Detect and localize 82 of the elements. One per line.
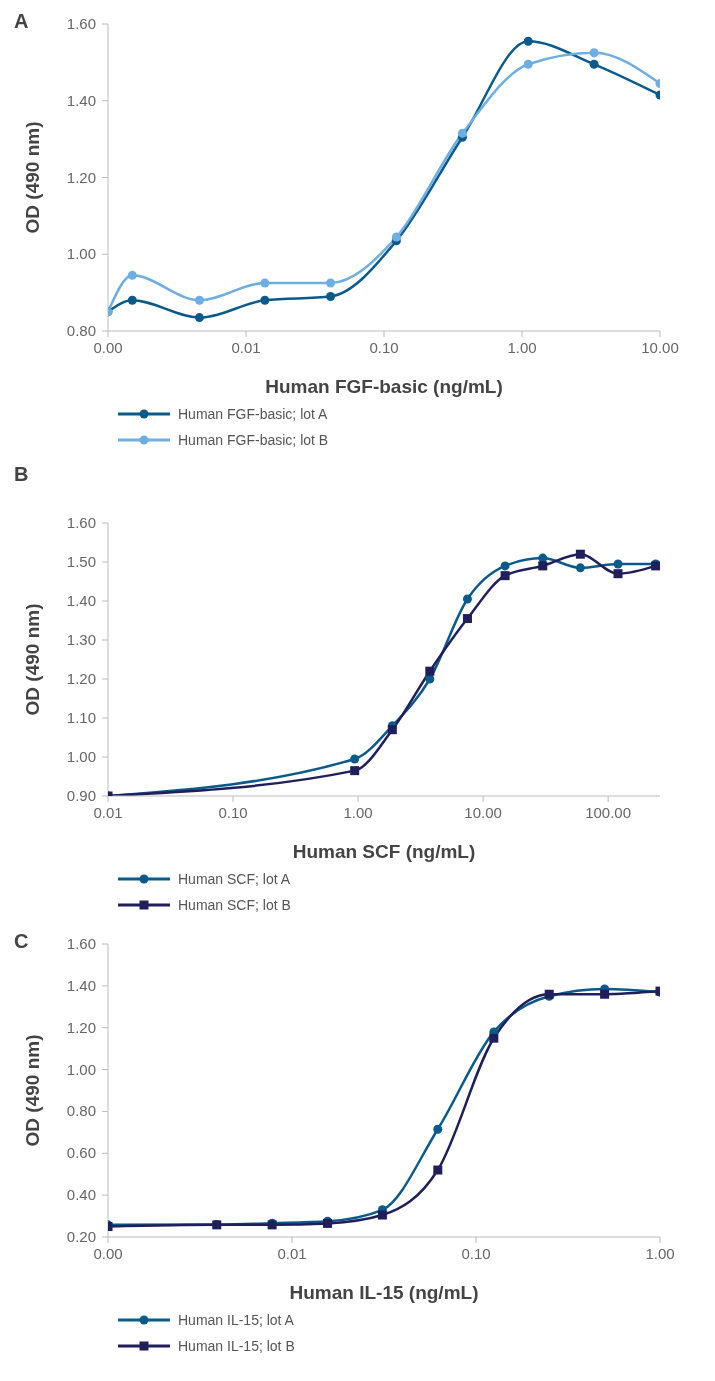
x-axis-title: Human FGF-basic (ng/mL)	[265, 376, 503, 397]
legend-label: Human IL-15; lot B	[178, 1338, 295, 1354]
chart-title: B	[14, 463, 29, 486]
point	[589, 48, 599, 58]
point	[457, 128, 467, 138]
legend-label: Human FGF-basic; lot A	[178, 406, 328, 422]
point	[425, 666, 435, 676]
y-tick-label: 1.10	[66, 709, 96, 726]
y-tick-label: 1.00	[66, 1060, 96, 1078]
y-tick-label: 1.50	[66, 553, 96, 570]
y-tick-label: 1.60	[66, 514, 96, 531]
y-tick-label: 1.00	[66, 245, 96, 263]
point	[387, 725, 397, 735]
point	[500, 571, 510, 581]
legend-label: Human FGF-basic; lot B	[178, 432, 329, 448]
x-axis-title: Human IL-15 (ng/mL)	[289, 1282, 479, 1303]
point	[127, 270, 137, 280]
point	[462, 614, 472, 624]
point	[589, 59, 599, 69]
y-tick-label: 0.80	[66, 1102, 96, 1120]
y-tick-label: 0.20	[66, 1228, 96, 1245]
point	[613, 559, 623, 569]
x-tick-label: 0.00	[93, 339, 123, 356]
y-tick-label: 0.60	[66, 1144, 96, 1162]
y-tick-label: 0.40	[66, 1186, 96, 1204]
point	[433, 1124, 443, 1134]
y-tick-label: 0.80	[66, 322, 96, 339]
chart-title: A	[14, 10, 29, 33]
point	[462, 594, 472, 604]
x-tick-label: 0.00	[93, 1245, 123, 1262]
point	[350, 754, 360, 764]
x-tick-label: 0.01	[93, 804, 123, 821]
point	[350, 766, 360, 776]
point	[260, 278, 270, 288]
point	[127, 295, 137, 305]
y-tick-label: 1.40	[66, 91, 96, 109]
y-axis-title: OD (490 nm)	[21, 1034, 43, 1147]
y-tick-label: 1.60	[66, 15, 96, 32]
x-tick-label: 0.10	[461, 1245, 491, 1262]
point	[260, 295, 270, 305]
point	[326, 291, 336, 301]
point	[538, 561, 548, 571]
y-tick-label: 1.20	[66, 168, 96, 186]
point	[523, 36, 533, 46]
point	[433, 1165, 443, 1175]
x-tick-label: 100.00	[585, 804, 632, 821]
point	[489, 1033, 499, 1043]
y-tick-label: 1.40	[66, 976, 96, 994]
x-tick-label: 0.01	[277, 1245, 307, 1262]
x-tick-label: 10.00	[464, 804, 502, 821]
point	[194, 295, 204, 305]
legend-label: Human SCF; lot B	[178, 897, 291, 913]
point	[391, 232, 401, 242]
y-tick-label: 1.20	[66, 1018, 96, 1036]
y-tick-label: 0.90	[66, 787, 96, 804]
legend-label: Human IL-15; lot A	[178, 1312, 294, 1328]
x-tick-label: 1.00	[507, 339, 537, 356]
point	[194, 313, 204, 323]
y-axis-title: OD (490 nm)	[21, 121, 43, 234]
point	[575, 549, 585, 559]
point	[326, 278, 336, 288]
y-tick-label: 1.30	[66, 631, 96, 648]
x-tick-label: 0.10	[369, 339, 399, 356]
x-tick-label: 0.10	[218, 804, 248, 821]
x-tick-label: 10.00	[641, 339, 679, 356]
y-tick-label: 1.00	[66, 748, 96, 765]
y-tick-label: 1.60	[66, 935, 96, 952]
point	[523, 59, 533, 69]
y-axis-title: OD (490 nm)	[21, 603, 43, 716]
x-tick-label: 0.01	[231, 339, 261, 356]
y-tick-label: 1.20	[66, 670, 96, 687]
point	[613, 569, 623, 579]
chart-title: C	[14, 930, 29, 953]
x-tick-label: 1.00	[645, 1245, 675, 1262]
point	[500, 561, 510, 571]
x-axis-title: Human SCF (ng/mL)	[292, 841, 476, 862]
y-tick-label: 1.40	[66, 592, 96, 609]
point	[600, 989, 610, 999]
legend-label: Human SCF; lot A	[178, 871, 291, 887]
point	[575, 563, 585, 573]
x-tick-label: 1.00	[343, 804, 373, 821]
point	[377, 1210, 387, 1220]
